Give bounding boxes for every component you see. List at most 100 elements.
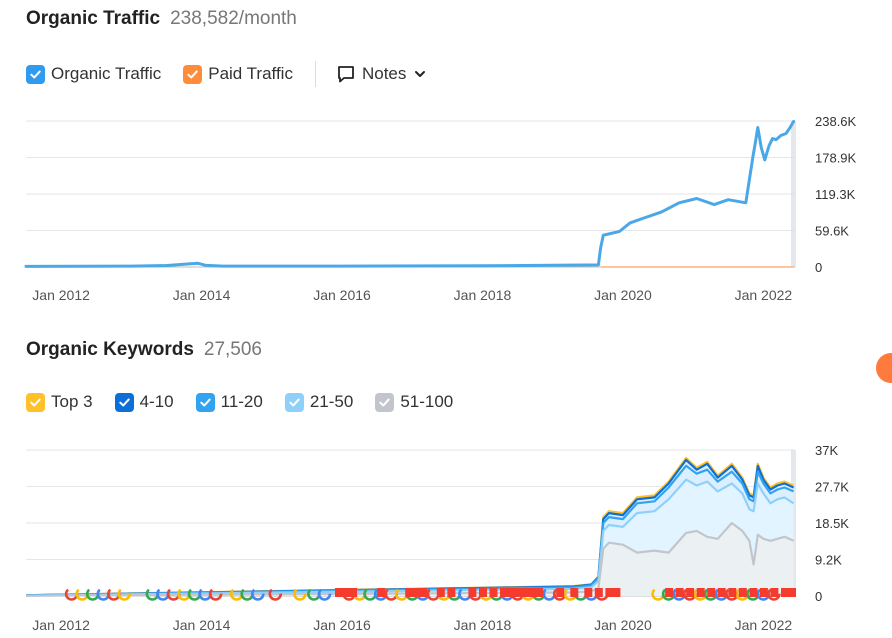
flag-marker-icon xyxy=(675,588,684,597)
x-tick-label: Jan 2016 xyxy=(313,287,371,303)
google-update-icon xyxy=(317,587,332,601)
flag-marker-icon xyxy=(781,588,789,597)
series-line xyxy=(24,119,796,268)
flag-marker-icon xyxy=(665,588,674,597)
legend-label: Paid Traffic xyxy=(208,64,293,83)
x-tick-label: Jan 2014 xyxy=(173,617,231,633)
flag-marker-icon xyxy=(342,588,350,597)
legend-21-50[interactable]: 21-50 xyxy=(284,392,354,412)
legend-11-20[interactable]: 11-20 xyxy=(195,392,263,412)
flag-marker-icon xyxy=(419,588,428,597)
flag-marker-icon xyxy=(738,588,747,597)
traffic-legend: Organic Traffic Paid Traffic Notes xyxy=(26,61,434,87)
legend-label: 11-20 xyxy=(220,392,263,411)
legend-51-100[interactable]: 51-100 xyxy=(375,392,453,412)
flag-marker-icon xyxy=(707,588,716,597)
keywords-legend: Top 3 4-10 11-20 21-50 51-100 xyxy=(26,392,475,412)
checkbox-checked-icon[interactable] xyxy=(195,392,215,412)
legend-label: 21-50 xyxy=(309,392,354,411)
flag-marker-icon xyxy=(728,588,737,597)
series-line xyxy=(25,478,795,597)
x-tick-label: Jan 2018 xyxy=(454,287,512,303)
x-tick-label: Jan 2012 xyxy=(32,287,90,303)
flag-marker-icon xyxy=(570,588,579,597)
legend-label: 4-10 xyxy=(139,392,174,411)
flag-marker-icon xyxy=(612,588,621,597)
legend-divider xyxy=(314,61,316,87)
keywords-header: Organic Keywords 27,506 xyxy=(26,339,262,361)
x-tick-label: Jan 2016 xyxy=(313,617,371,633)
legend-4-10[interactable]: 4-10 xyxy=(114,392,174,412)
checkbox-checked-icon[interactable] xyxy=(26,392,45,412)
checkbox-checked-icon[interactable] xyxy=(284,392,304,412)
flag-marker-icon xyxy=(514,588,523,597)
flag-marker-icon xyxy=(788,588,796,597)
flag-marker-icon xyxy=(605,588,614,597)
y-tick-label: 37K xyxy=(815,443,838,458)
flag-marker-icon xyxy=(686,588,695,597)
traffic-header: Organic Traffic 238,582/month xyxy=(26,8,297,30)
y-tick-label: 0 xyxy=(815,260,822,275)
x-tick-label: Jan 2012 xyxy=(32,617,90,633)
legend-organic-traffic[interactable]: Organic Traffic xyxy=(26,64,161,84)
google-update-icon xyxy=(767,587,781,601)
legend-paid-traffic[interactable]: Paid Traffic xyxy=(183,64,293,84)
checkbox-checked-icon[interactable] xyxy=(114,392,134,412)
y-tick-label: 119.3K xyxy=(815,187,856,202)
legend-label: 51-100 xyxy=(400,392,454,411)
checkbox-checked-icon[interactable] xyxy=(26,64,45,84)
google-update-icon xyxy=(117,587,132,601)
traffic-value: 238,582/month xyxy=(170,8,297,29)
flag-marker-icon xyxy=(436,588,445,597)
flag-marker-icon xyxy=(749,588,758,597)
flag-marker-icon xyxy=(377,588,386,597)
organic-traffic-chart[interactable]: 238.6K 178.9K 119.3K 59.6K 0 Jan 2012 Jan 2014… xyxy=(0,100,892,310)
y-tick-label: 27.7K xyxy=(815,480,849,495)
flag-marker-icon xyxy=(696,588,705,597)
flag-marker-icon xyxy=(759,588,768,597)
flag-marker-icon xyxy=(405,588,414,597)
notes-label: Notes xyxy=(361,64,407,83)
google-update-icon xyxy=(293,587,307,601)
range-handle xyxy=(791,121,796,267)
flag-marker-icon xyxy=(335,588,343,597)
google-update-icon xyxy=(250,587,265,601)
series-line xyxy=(25,521,795,597)
organic-keywords-chart[interactable]: 37K 27.7K 18.5K 9.2K 0 Jan 2012 Jan 2014 Jan 20… xyxy=(0,432,892,638)
y-tick-label: 178.9K xyxy=(815,151,857,166)
y-tick-label: 18.5K xyxy=(815,516,849,531)
series-area xyxy=(26,523,794,596)
flag-marker-icon xyxy=(521,588,530,597)
flag-marker-icon xyxy=(468,588,477,597)
x-tick-label: Jan 2020 xyxy=(594,617,652,633)
flag-marker-icon xyxy=(349,588,358,597)
flag-marker-icon xyxy=(770,588,779,597)
legend-label: Organic Traffic xyxy=(51,64,162,83)
flag-marker-icon xyxy=(584,588,593,597)
flag-marker-icon xyxy=(507,588,516,597)
checkbox-checked-icon[interactable] xyxy=(375,392,395,412)
x-tick-label: Jan 2018 xyxy=(454,617,512,633)
keywords-title: Organic Keywords xyxy=(26,339,194,360)
x-tick-label: Jan 2020 xyxy=(594,287,652,303)
traffic-title: Organic Traffic xyxy=(26,8,161,29)
y-tick-label: 238.6K xyxy=(815,114,857,129)
legend-top-3[interactable]: Top 3 xyxy=(26,392,93,412)
x-tick-label: Jan 2014 xyxy=(173,287,231,303)
flag-marker-icon xyxy=(535,588,544,597)
notes-dropdown[interactable]: Notes xyxy=(336,64,434,84)
legend-label: Top 3 xyxy=(51,392,93,411)
flag-marker-icon xyxy=(717,588,726,597)
flag-marker-icon xyxy=(500,588,508,597)
google-update-icon xyxy=(208,587,223,601)
chevron-down-icon xyxy=(415,71,426,77)
x-tick-label: Jan 2022 xyxy=(735,617,793,633)
comment-icon xyxy=(338,66,354,83)
y-tick-label: 59.6K xyxy=(815,224,849,239)
y-tick-label: 9.2K xyxy=(815,553,842,568)
flag-marker-icon xyxy=(489,588,498,597)
google-update-icon xyxy=(268,587,283,601)
flag-marker-icon xyxy=(479,588,487,597)
checkbox-checked-icon[interactable] xyxy=(183,64,203,84)
corner-badge[interactable] xyxy=(876,353,892,383)
